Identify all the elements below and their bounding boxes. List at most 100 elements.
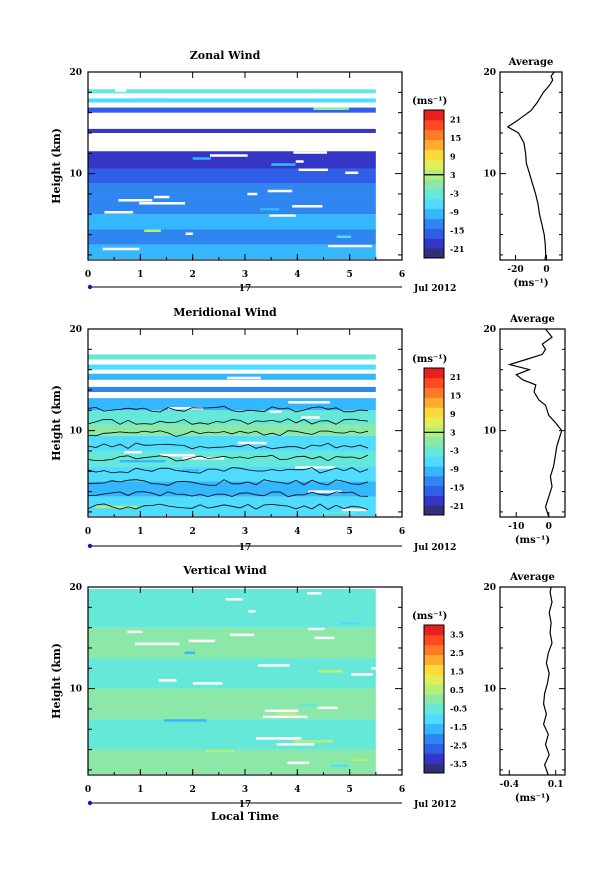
average-y-tick-label: 20 bbox=[483, 68, 496, 78]
heatmap-gap bbox=[247, 192, 258, 196]
x-tick-label: 6 bbox=[399, 527, 405, 537]
y-axis-label: Height (km) bbox=[50, 128, 63, 204]
average-profile-line bbox=[542, 586, 553, 776]
heatmap-gap bbox=[276, 743, 315, 746]
heatmap-gap bbox=[188, 639, 216, 643]
average-frame bbox=[499, 328, 566, 518]
colorbar-swatch bbox=[424, 248, 444, 259]
date-label: Jul 2012 bbox=[413, 800, 456, 810]
heatmap-gap bbox=[225, 598, 243, 601]
colorbar-tick-label: 0.5 bbox=[450, 685, 464, 695]
colorbar-tick-label: -3.5 bbox=[450, 759, 467, 769]
x-tick-label: 2 bbox=[190, 270, 196, 280]
average-y-tick-label: 10 bbox=[483, 170, 496, 180]
colorbar-tick-label: 9 bbox=[450, 151, 456, 161]
x-tick-label: 4 bbox=[294, 785, 300, 795]
x-tick-label: 0 bbox=[85, 270, 91, 280]
heatmap-gap bbox=[182, 456, 225, 460]
heatmap-gap bbox=[159, 453, 195, 457]
heatmap-gap bbox=[295, 160, 304, 163]
colorbar-tick-label: 15 bbox=[450, 391, 461, 401]
heatmap-gap bbox=[276, 712, 297, 716]
colorbar-unit: (ms⁻¹) bbox=[412, 611, 447, 622]
colorbar-swatch bbox=[424, 713, 444, 725]
x-axis-title: Local Time bbox=[211, 810, 279, 823]
colorbar-swatch bbox=[424, 179, 444, 190]
heatmap-band bbox=[88, 364, 376, 370]
colorbar-swatch bbox=[424, 446, 444, 457]
average-y-tick-label: 20 bbox=[483, 583, 496, 593]
average-unit-label: (ms⁻¹) bbox=[515, 793, 550, 804]
average-x-tick-label: 0 bbox=[546, 522, 552, 532]
x-tick-label: 0 bbox=[85, 527, 91, 537]
heatmap-gap bbox=[217, 499, 256, 503]
colorbar-swatch bbox=[424, 208, 444, 220]
y-tick-label: 10 bbox=[69, 170, 82, 180]
heatmap-gap bbox=[271, 163, 296, 166]
heatmap-band bbox=[88, 719, 376, 750]
average-title: Average bbox=[509, 572, 555, 583]
heatmap-band bbox=[88, 589, 376, 628]
heatmap-gap bbox=[210, 154, 248, 157]
colorbar-swatch bbox=[424, 119, 444, 131]
heatmap-gap bbox=[318, 670, 343, 673]
colorbar-swatch bbox=[424, 743, 444, 754]
heatmap-gap bbox=[293, 740, 333, 743]
contour-line bbox=[87, 442, 369, 450]
colorbar-unit: (ms⁻¹) bbox=[412, 96, 447, 107]
y-tick-label: 20 bbox=[69, 583, 82, 593]
heatmap-band bbox=[88, 354, 376, 360]
colorbar-swatch bbox=[424, 684, 444, 695]
heatmap-gap bbox=[298, 168, 328, 172]
heatmap-gap bbox=[288, 401, 330, 404]
x-tick-label: 6 bbox=[399, 785, 405, 795]
heatmap-gap bbox=[339, 622, 359, 625]
colorbar-tick-label: 15 bbox=[450, 133, 461, 143]
heatmap-gap bbox=[298, 703, 318, 707]
colorbar-tick-label: -2.5 bbox=[450, 740, 467, 750]
heatmap-gap bbox=[192, 682, 223, 685]
average-frame bbox=[499, 586, 566, 776]
heatmap-gap bbox=[118, 199, 153, 202]
colorbar-swatch bbox=[424, 634, 444, 646]
y-tick-label: 20 bbox=[69, 68, 82, 78]
colorbar-swatch bbox=[424, 495, 444, 506]
colorbar-swatch bbox=[424, 218, 444, 229]
heatmap-gap bbox=[313, 107, 349, 111]
colorbar-tick-label: -15 bbox=[450, 482, 464, 492]
contour-line bbox=[87, 479, 369, 486]
heatmap-gap bbox=[301, 416, 320, 419]
contour-line bbox=[87, 430, 369, 437]
x-tick-label: 0 bbox=[85, 785, 91, 795]
heatmap-band bbox=[88, 244, 376, 259]
colorbar-tick-label: 9 bbox=[450, 409, 456, 419]
colorbar-tick-label: -21 bbox=[450, 501, 464, 511]
colorbar-swatch bbox=[424, 129, 444, 141]
x-tick-label: 5 bbox=[347, 785, 353, 795]
heatmap-band bbox=[88, 151, 376, 169]
average-title: Average bbox=[509, 314, 555, 325]
x-tick-label: 1 bbox=[137, 785, 143, 795]
y-tick-label: 10 bbox=[69, 427, 82, 437]
colorbar-swatch bbox=[424, 238, 444, 249]
colorbar-tick-label: -9 bbox=[450, 464, 459, 474]
day-label: 17 bbox=[239, 800, 252, 810]
colorbar-tick-label: 3 bbox=[450, 427, 456, 437]
colorbar-frame bbox=[423, 624, 445, 774]
colorbar-swatch bbox=[424, 763, 444, 774]
panel-2: Meridional Wind 0 1 2 3 4 5 6 10 20 Height (km) 17 J… bbox=[50, 306, 566, 553]
panel-1: Zonal Wind 0 1 2 3 4 5 6 10 20 Height (km) 17 Jul 20… bbox=[50, 49, 563, 294]
colorbar-swatch bbox=[424, 475, 444, 487]
heatmap-gap bbox=[328, 244, 372, 248]
panel-3: Vertical Wind 0 1 2 3 4 5 6 10 20 Height (km) 17 Jul… bbox=[50, 564, 566, 823]
x-tick-label: 3 bbox=[242, 527, 248, 537]
heatmap-gap bbox=[237, 441, 267, 445]
colorbar-unit: (ms⁻¹) bbox=[412, 354, 447, 365]
colorbar-frame bbox=[423, 109, 445, 259]
colorbar-tick-label: 1.5 bbox=[450, 666, 464, 676]
colorbar-swatch bbox=[424, 644, 444, 656]
heatmap-band bbox=[88, 749, 376, 774]
x-tick-label: 5 bbox=[347, 270, 353, 280]
colorbar-swatch bbox=[424, 377, 444, 389]
colorbar-swatch bbox=[424, 466, 444, 477]
